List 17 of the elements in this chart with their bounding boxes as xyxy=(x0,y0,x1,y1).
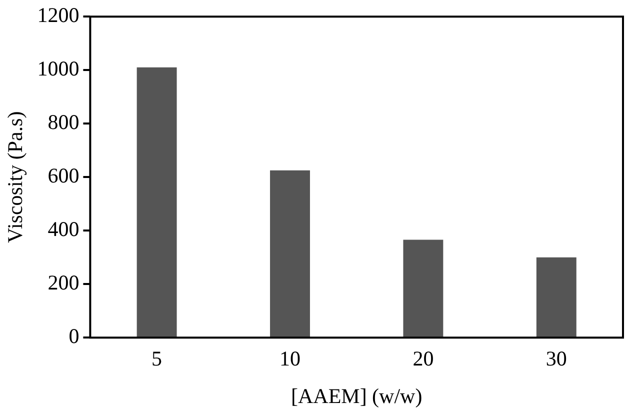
y-tick-label: 0 xyxy=(68,324,80,348)
bar xyxy=(136,67,177,338)
bar xyxy=(403,240,444,338)
x-tick-label: 30 xyxy=(546,346,567,371)
y-tick-label: 400 xyxy=(48,217,80,242)
x-axis-title: [AAEM] (w/w) xyxy=(290,384,422,408)
y-tick-label: 1200 xyxy=(37,3,80,28)
y-tick-label: 1000 xyxy=(37,56,80,81)
x-tick-label: 10 xyxy=(280,346,300,371)
y-tick-label: 200 xyxy=(48,270,80,295)
y-tick-label: 800 xyxy=(48,110,80,134)
bar xyxy=(270,170,310,338)
x-tick-label: 20 xyxy=(412,346,434,371)
x-tick-label: 5 xyxy=(152,346,162,371)
y-tick-label: 600 xyxy=(48,164,80,188)
bar xyxy=(536,257,576,338)
y-axis-title: Viscosity (Pa.s) xyxy=(3,111,28,243)
